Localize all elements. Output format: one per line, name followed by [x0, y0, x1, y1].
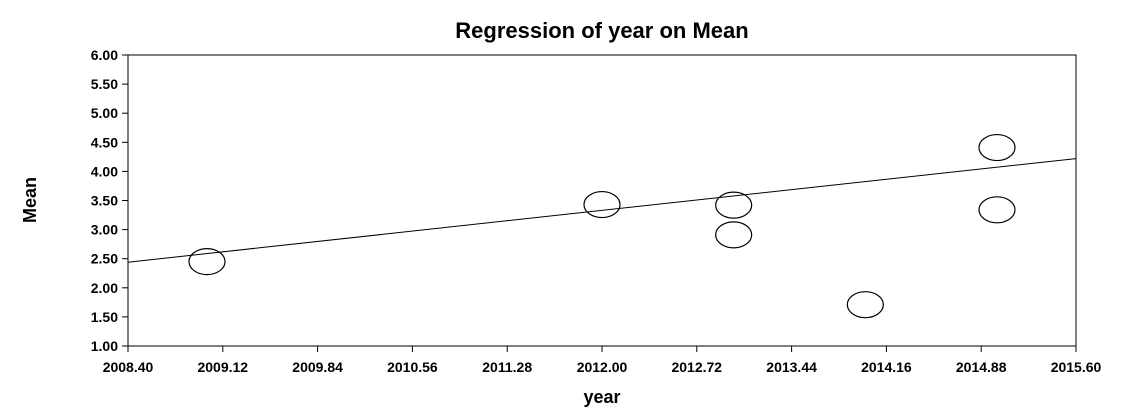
x-tick-label: 2008.40: [103, 359, 154, 375]
y-tick-label: 4.50: [91, 134, 118, 150]
x-axis-label: year: [583, 387, 620, 407]
data-point: [846, 291, 884, 319]
x-tick-label: 2009.12: [197, 359, 248, 375]
y-axis: 1.00 1.50 2.00 2.50 3.00 3.50 4.00 4.50 5.00 5.50…: [91, 47, 128, 354]
y-tick-label: 3.00: [91, 222, 118, 238]
x-axis: 2008.40 2009.12 2009.84 2010.56 2011.28 2012.…: [103, 346, 1102, 375]
plot-area-frame: [127, 54, 1077, 347]
data-point: [978, 196, 1016, 224]
x-tick-label: 2014.16: [861, 359, 912, 375]
data-point: [978, 133, 1016, 162]
chart-title: Regression of year on Mean: [455, 18, 748, 43]
y-tick-label: 3.50: [91, 193, 118, 209]
y-tick-label: 2.50: [91, 251, 118, 267]
x-tick-label: 2015.60: [1051, 359, 1102, 375]
x-tick-label: 2013.44: [766, 359, 817, 375]
x-tick-label: 2012.72: [671, 359, 722, 375]
y-tick-label: 4.00: [91, 163, 118, 179]
x-tick-label: 2011.28: [482, 359, 532, 375]
x-tick-label: 2010.56: [387, 359, 438, 375]
y-tick-label: 2.00: [91, 280, 118, 296]
x-tick-label: 2012.00: [577, 359, 628, 375]
x-tick-label: 2014.88: [956, 359, 1007, 375]
y-tick-label: 1.50: [91, 309, 118, 325]
data-point: [188, 248, 226, 276]
data-point: [583, 190, 621, 219]
data-point: [715, 191, 753, 219]
y-tick-label: 5.50: [91, 76, 118, 92]
data-point: [715, 221, 753, 249]
x-tick-label: 2009.84: [292, 359, 343, 375]
data-points: [188, 133, 1016, 319]
y-tick-label: 6.00: [91, 47, 118, 63]
y-axis-label: Mean: [20, 177, 40, 223]
regression-line: [127, 158, 1077, 263]
y-tick-label: 1.00: [91, 338, 118, 354]
y-tick-label: 5.00: [91, 105, 118, 121]
